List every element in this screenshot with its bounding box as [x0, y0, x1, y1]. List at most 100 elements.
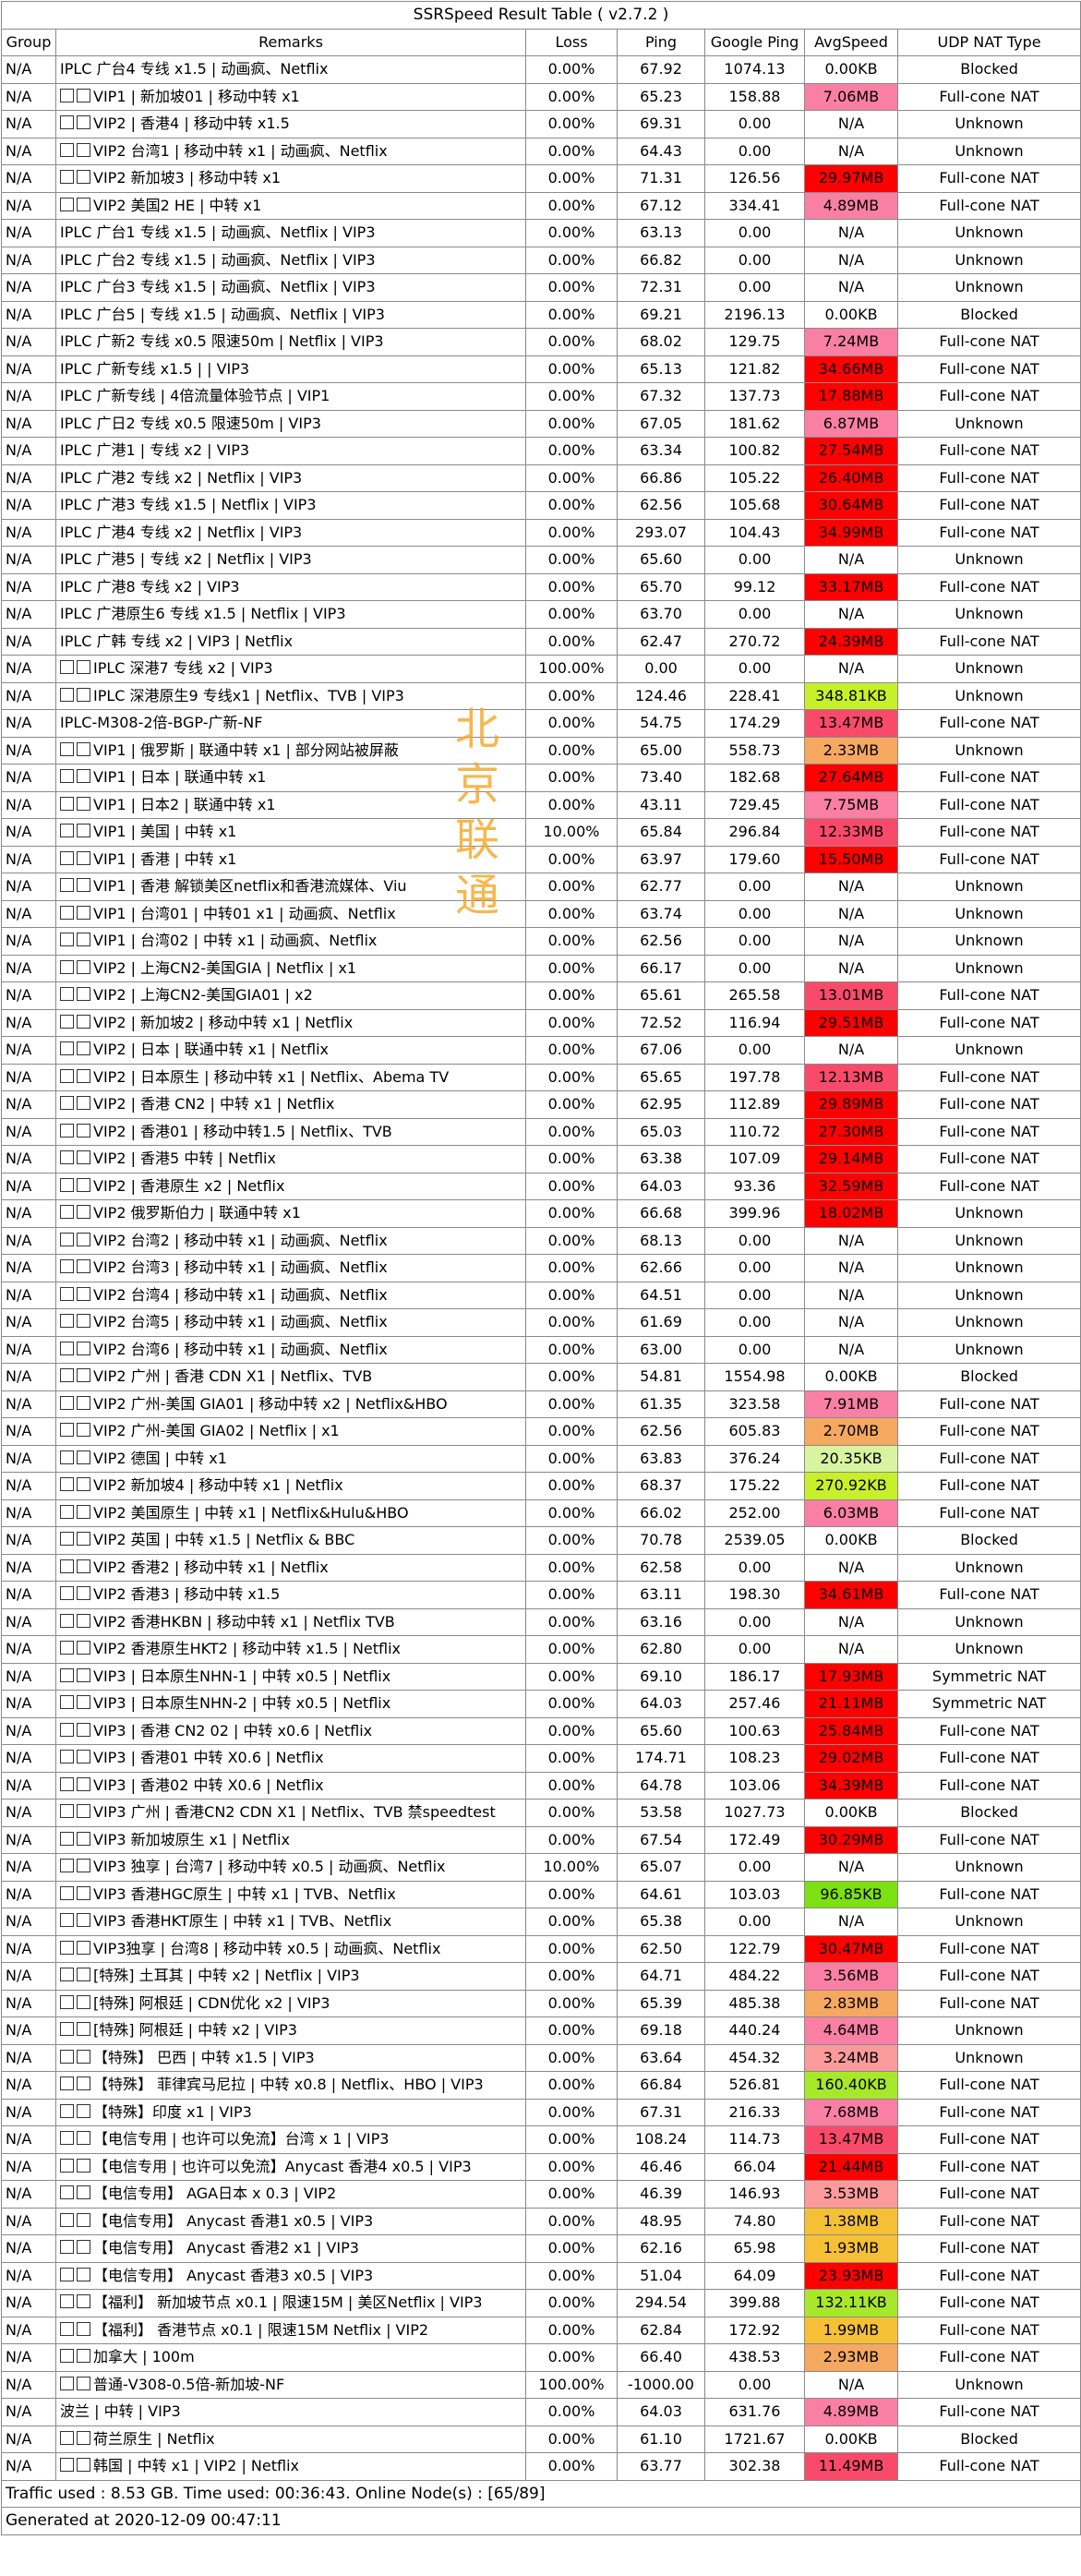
cell-remarks-text: 【福利】 新加坡节点 x0.1 | 限速15M | 美区Netflix | VI… [93, 2293, 483, 2312]
cell-remarks: VIP3 新加坡原生 x1 | Netflix [55, 1825, 526, 1854]
cell-google-ping-text: 121.82 [728, 359, 781, 378]
cell-group: N/A [1, 790, 56, 819]
watermark-char: 联 [454, 814, 499, 866]
cell-avg-speed-text: 26.40MB [818, 468, 884, 487]
cell-remarks: VIP3 | 日本原生NHN-2 | 中转 x0.5 | Netflix [55, 1690, 526, 1718]
flag-icon [60, 2267, 74, 2281]
cell-loss: 0.00% [525, 1199, 618, 1228]
cell-remarks: IPLC 深港原生9 专线x1 | Netflix、TVB | VIP3 [55, 681, 526, 710]
cell-udp-nat-type: Full-cone NAT [896, 1008, 1081, 1037]
cell-udp-nat-type: Full-cone NAT [896, 355, 1081, 383]
cell-avg-speed-text: 13.01MB [818, 986, 884, 1005]
cell-group: N/A [1, 1281, 56, 1309]
cell-ping-text: 294.54 [635, 2293, 687, 2312]
cell-group: N/A [1, 2425, 56, 2453]
cell-avg-speed-text: 12.33MB [818, 823, 884, 841]
cell-udp-nat-type-text: Full-cone NAT [939, 1884, 1039, 1903]
cell-google-ping-text: 65.98 [733, 2239, 776, 2257]
cell-avg-speed-text: 15.50MB [818, 849, 884, 868]
cell-group: N/A [1, 328, 56, 356]
cell-ping: 48.95 [617, 2207, 705, 2235]
cell-loss: 0.00% [525, 954, 618, 982]
cell-udp-nat-type-text: Full-cone NAT [939, 1503, 1039, 1522]
flag-icon [60, 1341, 74, 1355]
cell-loss: 0.00% [525, 845, 618, 873]
cell-avg-speed-text: 2.83MB [823, 1993, 880, 2012]
cell-remarks: 【特殊】印度 x1 | VIP3 [55, 2098, 526, 2126]
cell-avg-speed: N/A [804, 246, 898, 274]
cell-remarks: VIP2 台湾4 | 移动中转 x1 | 动画疯、Netflix [55, 1281, 526, 1309]
cell-loss: 0.00% [525, 82, 618, 111]
cell-remarks: IPLC 广港2 专线 x2 | Netflix | VIP3 [55, 463, 526, 492]
cell-avg-speed: N/A [804, 1335, 898, 1364]
cell-group: N/A [1, 1635, 56, 1664]
cell-ping: 43.11 [617, 790, 705, 819]
cell-group-text: N/A [6, 1993, 32, 2012]
cell-google-ping: 100.63 [704, 1716, 805, 1745]
flag-icon [77, 850, 90, 865]
cell-udp-nat-type-text: Full-cone NAT [939, 1122, 1039, 1140]
cell-ping: 64.03 [617, 1172, 705, 1200]
cell-google-ping-text: 399.88 [728, 2293, 781, 2312]
cell-avg-speed-text: 27.30MB [818, 1122, 884, 1140]
cell-google-ping-text: 376.24 [728, 1449, 781, 1467]
flag-icon [77, 197, 90, 211]
cell-loss-text: 0.00% [547, 305, 595, 323]
cell-udp-nat-type: Full-cone NAT [896, 2452, 1081, 2481]
cell-loss: 0.00% [525, 300, 618, 329]
cell-remarks-text: 【电信专用 | 也许可以免流】台湾 x 1 | VIP3 [93, 2130, 390, 2149]
cell-group: N/A [1, 1090, 56, 1119]
cell-ping-text: 63.13 [640, 223, 682, 242]
cell-avg-speed-text: 27.54MB [818, 441, 884, 460]
cell-group-text: N/A [6, 986, 32, 1005]
cell-ping: 54.75 [617, 709, 705, 738]
cell-avg-speed: 13.01MB [804, 981, 898, 1010]
cell-group-text: N/A [6, 1231, 32, 1249]
table-row: N/A VIP1 | 台湾02 | 中转 x1 | 动画疯、Netflix 0.00… [1, 927, 1081, 956]
header-ping: Ping [617, 28, 705, 56]
cell-avg-speed: 3.56MB [804, 1962, 898, 1991]
cell-avg-speed: 29.89MB [804, 1090, 898, 1119]
cell-group-text: N/A [6, 87, 32, 105]
table-row: N/A VIP1 | 俄罗斯 | 联通中转 x1 | 部分网站被屏蔽 0.00% 65… [1, 736, 1081, 764]
table-row: N/A VIP3 | 香港02 中转 X0.6 | Netflix 0.00% 64.… [1, 1771, 1081, 1800]
flag-icon [77, 2376, 90, 2390]
cell-udp-nat-type: Unknown [896, 273, 1081, 302]
cell-loss-text: 0.00% [547, 605, 595, 623]
watermark-char: 京 [454, 759, 499, 811]
table-row: N/A VIP2 新加坡3 | 移动中转 x1 0.00% 71.31 126.56 29… [1, 164, 1081, 193]
cell-avg-speed-text: N/A [837, 250, 865, 269]
flag-icon [60, 1831, 74, 1846]
cell-loss-text: 0.00% [547, 1013, 595, 1031]
cell-udp-nat-type: Full-cone NAT [896, 1417, 1081, 1446]
cell-avg-speed-text: 30.64MB [818, 496, 884, 514]
cell-udp-nat-type-text: Unknown [955, 1313, 1024, 1331]
cell-avg-speed: 7.06MB [804, 82, 898, 111]
table-row: N/A VIP3 新加坡原生 x1 | Netflix 0.00% 67.54 172.… [1, 1825, 1081, 1854]
flag-icon [77, 2185, 90, 2200]
cell-google-ping: 175.22 [704, 1472, 805, 1500]
cell-ping: 53.58 [617, 1799, 705, 1827]
cell-google-ping: 0.00 [704, 273, 805, 302]
cell-google-ping-text: 0.00 [738, 1313, 772, 1331]
flag-icon [77, 1968, 90, 1982]
cell-ping-text: 63.16 [640, 1612, 682, 1631]
cell-remarks: IPLC 广港3 专线 x1.5 | Netflix | VIP3 [55, 491, 526, 520]
cell-remarks: IPLC-M308-2倍-BGP-广新-NF [55, 709, 526, 738]
flag-icon [77, 1913, 90, 1928]
cell-udp-nat-type-text: Full-cone NAT [939, 1176, 1039, 1195]
cell-remarks: 韩国 | 中转 x1 | VIP2 | Netflix [55, 2452, 526, 2481]
flag-icon [60, 2458, 74, 2473]
table-row: N/A VIP2 台湾1 | 移动中转 x1 | 动画疯、Netflix 0.00%… [1, 137, 1081, 165]
cell-google-ping: 116.94 [704, 1008, 805, 1037]
cell-remarks-text: 【电信专用】 Anycast 香港3 x0.5 | VIP3 [93, 2266, 374, 2284]
cell-avg-speed-text: 3.24MB [823, 2048, 880, 2066]
cell-remarks-text: VIP2 | 香港4 | 移动中转 x1.5 [93, 114, 290, 133]
cell-group: N/A [1, 2234, 56, 2263]
cell-avg-speed: N/A [804, 110, 898, 138]
table-row: N/A [特殊] 阿根廷 | 中转 x2 | VIP3 0.00% 69.18 440.… [1, 2016, 1081, 2045]
cell-remarks: VIP2 台湾6 | 移动中转 x1 | 动画疯、Netflix [55, 1335, 526, 1364]
cell-google-ping: 399.96 [704, 1199, 805, 1228]
cell-avg-speed: 4.64MB [804, 2016, 898, 2045]
cell-remarks: IPLC 广港1 | 专线 x2 | VIP3 [55, 437, 526, 465]
